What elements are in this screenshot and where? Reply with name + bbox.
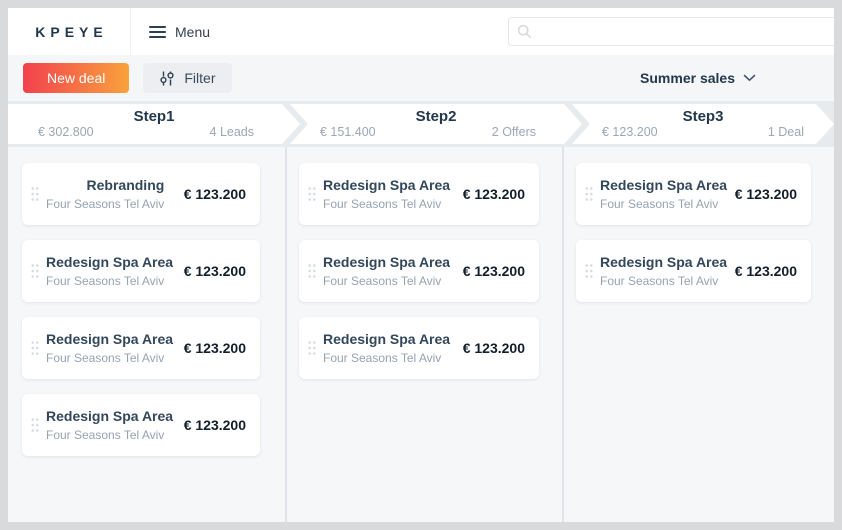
drag-handle-icon[interactable]: [585, 263, 593, 279]
top-nav: KPEYE Menu: [8, 8, 834, 55]
deal-amount: € 123.200: [734, 186, 797, 202]
deal-title: Redesign Spa Area: [323, 177, 451, 193]
deal-amount: € 123.200: [734, 263, 797, 279]
deal-client: Four Seasons Tel Aviv: [46, 274, 165, 288]
drag-handle-icon[interactable]: [308, 186, 316, 202]
pipeline-selector[interactable]: Summer sales: [640, 55, 756, 101]
drag-handle-icon[interactable]: [31, 340, 39, 356]
step-total: € 302.800: [38, 125, 94, 139]
deal-client: Four Seasons Tel Aviv: [46, 428, 165, 442]
deal-client: Four Seasons Tel Aviv: [46, 351, 165, 365]
step-count: 1 Deal: [767, 125, 804, 139]
menu-label: Menu: [175, 23, 211, 40]
drag-handle-icon[interactable]: [31, 417, 39, 433]
menu-button[interactable]: Menu: [149, 24, 210, 40]
pipeline-column: Rebranding Four Seasons Tel Aviv € 123.2…: [8, 147, 285, 522]
deal-title: Redesign Spa Area: [323, 331, 451, 347]
deal-card[interactable]: Redesign Spa Area Four Seasons Tel Aviv …: [22, 394, 260, 456]
pipeline-step-header-2[interactable]: Step2 € 151.400 2 Offers: [290, 104, 582, 144]
step-count: 2 Offers: [491, 125, 536, 139]
deal-card[interactable]: Redesign Spa Area Four Seasons Tel Aviv …: [22, 240, 260, 302]
deal-card[interactable]: Redesign Spa Area Four Seasons Tel Aviv …: [299, 163, 539, 225]
deal-amount: € 123.200: [183, 186, 246, 202]
deal-title: Redesign Spa Area: [46, 254, 174, 270]
deal-text: Redesign Spa Area Four Seasons Tel Aviv: [46, 254, 173, 288]
deal-text: Redesign Spa Area Four Seasons Tel Aviv: [600, 254, 727, 288]
deal-text: Redesign Spa Area Four Seasons Tel Aviv: [323, 254, 450, 288]
search-input[interactable]: [538, 18, 834, 45]
board-columns: Rebranding Four Seasons Tel Aviv € 123.2…: [8, 147, 834, 522]
deal-client: Four Seasons Tel Aviv: [323, 274, 442, 288]
deal-text: Rebranding Four Seasons Tel Aviv: [46, 177, 164, 211]
deal-client: Four Seasons Tel Aviv: [600, 197, 719, 211]
deal-card[interactable]: Redesign Spa Area Four Seasons Tel Aviv …: [22, 317, 260, 379]
drag-handle-icon[interactable]: [308, 340, 316, 356]
deal-title: Redesign Spa Area: [46, 408, 174, 424]
deal-card[interactable]: Redesign Spa Area Four Seasons Tel Aviv …: [576, 240, 811, 302]
step-title: Step2: [415, 108, 457, 125]
step-total: € 151.400: [320, 125, 376, 139]
deal-amount: € 123.200: [462, 186, 525, 202]
chevron-down-icon: [743, 74, 756, 81]
pipeline-steps: Step1 € 302.800 4 Leads Step2 € 151.400 …: [8, 101, 834, 147]
deal-client: Four Seasons Tel Aviv: [323, 351, 442, 365]
search-icon: [517, 24, 532, 39]
deal-text: Redesign Spa Area Four Seasons Tel Aviv: [600, 177, 727, 211]
step-title: Step3: [682, 108, 724, 125]
deal-client: Four Seasons Tel Aviv: [600, 274, 719, 288]
deal-text: Redesign Spa Area Four Seasons Tel Aviv: [46, 408, 173, 442]
logo-box: KPEYE: [8, 8, 131, 55]
card-list: Redesign Spa Area Four Seasons Tel Aviv …: [564, 163, 834, 302]
app-window: KPEYE Menu New deal: [8, 8, 834, 522]
deal-title: Redesign Spa Area: [600, 254, 728, 270]
deal-client: Four Seasons Tel Aviv: [323, 197, 442, 211]
card-list: Redesign Spa Area Four Seasons Tel Aviv …: [287, 163, 562, 379]
deal-title: Redesign Spa Area: [600, 177, 728, 193]
filter-label: Filter: [184, 70, 216, 86]
filter-icon: [160, 71, 174, 85]
pipeline-column: Redesign Spa Area Four Seasons Tel Aviv …: [285, 147, 562, 522]
deal-amount: € 123.200: [462, 263, 525, 279]
drag-handle-icon[interactable]: [308, 263, 316, 279]
card-list: Rebranding Four Seasons Tel Aviv € 123.2…: [8, 163, 285, 456]
new-deal-button[interactable]: New deal: [23, 63, 130, 93]
filter-button[interactable]: Filter: [143, 63, 232, 93]
deal-amount: € 123.200: [183, 417, 246, 433]
drag-handle-icon[interactable]: [31, 186, 39, 202]
deal-amount: € 123.200: [183, 263, 246, 279]
drag-handle-icon[interactable]: [31, 263, 39, 279]
pipeline-name: Summer sales: [640, 70, 735, 86]
toolbar: New deal Filter Summer sales: [8, 55, 834, 101]
pipeline-step-header-3[interactable]: Step3 € 123.200 1 Deal: [572, 104, 834, 144]
step-count: 4 Leads: [209, 125, 254, 139]
deal-card[interactable]: Redesign Spa Area Four Seasons Tel Aviv …: [576, 163, 811, 225]
deal-text: Redesign Spa Area Four Seasons Tel Aviv: [323, 177, 450, 211]
deal-title: Redesign Spa Area: [46, 331, 174, 347]
deal-text: Redesign Spa Area Four Seasons Tel Aviv: [46, 331, 173, 365]
step-total: € 123.200: [602, 125, 658, 139]
hamburger-icon: [149, 25, 166, 38]
deal-client: Four Seasons Tel Aviv: [46, 197, 165, 211]
deal-text: Redesign Spa Area Four Seasons Tel Aviv: [323, 331, 450, 365]
search-box: [508, 17, 834, 46]
deal-amount: € 123.200: [183, 340, 246, 356]
pipeline-column: Redesign Spa Area Four Seasons Tel Aviv …: [562, 147, 834, 522]
drag-handle-icon[interactable]: [585, 186, 593, 202]
deal-card[interactable]: Redesign Spa Area Four Seasons Tel Aviv …: [299, 240, 539, 302]
step-title: Step1: [133, 108, 175, 125]
deal-title: Rebranding: [86, 177, 165, 193]
deal-title: Redesign Spa Area: [323, 254, 451, 270]
deal-amount: € 123.200: [462, 340, 525, 356]
pipeline-step-header-1[interactable]: Step1 € 302.800 4 Leads: [8, 104, 300, 144]
app-logo: KPEYE: [35, 23, 108, 40]
deal-card[interactable]: Rebranding Four Seasons Tel Aviv € 123.2…: [22, 163, 260, 225]
deal-card[interactable]: Redesign Spa Area Four Seasons Tel Aviv …: [299, 317, 539, 379]
